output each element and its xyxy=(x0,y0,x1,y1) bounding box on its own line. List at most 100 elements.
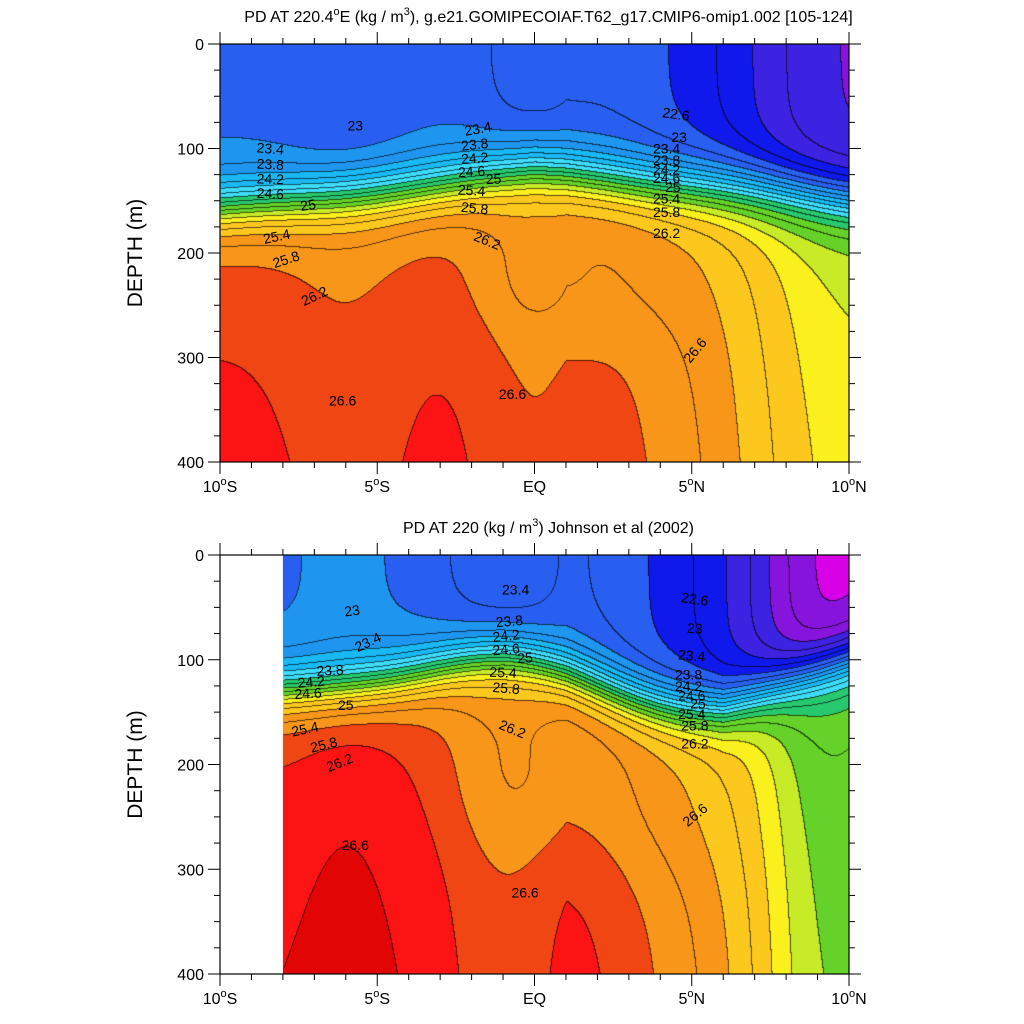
chart-title: PD AT 220.4oE (kg / m3), g.e21.GOMIPECOI… xyxy=(244,6,852,26)
contour-label: 23.4 xyxy=(463,118,493,139)
contour-label: 24.6 xyxy=(653,170,680,186)
contour-label: 25.8 xyxy=(309,733,340,755)
contour-label: 25.8 xyxy=(653,204,680,220)
x-tick-label: 10oN xyxy=(831,988,866,1008)
contour-label: 26.2 xyxy=(653,225,680,241)
degree-symbol: o xyxy=(687,988,693,1000)
x-tick-label: 5oN xyxy=(678,988,705,1008)
contour-label: 25.4 xyxy=(457,181,486,199)
contour-label: 25.4 xyxy=(489,664,517,681)
contour-label: 25 xyxy=(299,196,317,214)
x-tick-hemisphere: N xyxy=(855,479,867,496)
x-tick-hemisphere: N xyxy=(855,991,867,1008)
contour-label: 25.4 xyxy=(678,706,705,722)
y-axis-title: DEPTH (m) xyxy=(124,199,147,308)
contour-label: 25 xyxy=(338,697,354,713)
contour-label: 23.8 xyxy=(495,612,524,630)
y-tick-label: 100 xyxy=(177,142,204,159)
x-tick-label: 5oS xyxy=(364,476,390,496)
x-tick-number: 10 xyxy=(203,479,221,496)
x-tick-number: 5 xyxy=(678,479,687,496)
y-tick-label: 300 xyxy=(177,862,204,879)
y-tick-label: 200 xyxy=(177,758,204,775)
x-tick-number: 5 xyxy=(364,991,373,1008)
contour-label: 23 xyxy=(343,601,361,619)
contour-label: 24.2 xyxy=(461,149,490,167)
contour-label: 26.2 xyxy=(681,736,708,752)
x-tick-label: 10oS xyxy=(203,988,238,1008)
title-degree: o xyxy=(334,6,340,18)
contour-label: 24.2 xyxy=(256,170,284,187)
x-tick-hemisphere: S xyxy=(227,479,238,496)
x-tick-number: 5 xyxy=(364,479,373,496)
contour-label: 23.8 xyxy=(460,135,489,154)
degree-symbol: o xyxy=(221,988,227,1000)
chart-panel-bottom: 2323.423.824.224.62525.425.826.226.623.4… xyxy=(124,517,867,1008)
contour-label: 22.6 xyxy=(661,104,690,124)
contour-label: 23.8 xyxy=(675,666,702,682)
contour-label: 25.4 xyxy=(290,718,320,739)
contour-label: 23.4 xyxy=(256,139,285,157)
x-tick-hemisphere: N xyxy=(693,479,705,496)
contour-label: 23.4 xyxy=(677,646,706,664)
x-tick-number: 5 xyxy=(678,991,687,1008)
contour-label: 23.4 xyxy=(653,141,680,157)
contour-label: 25.4 xyxy=(653,191,680,207)
x-tick-number: 10 xyxy=(831,991,849,1008)
x-tick-hemisphere: S xyxy=(379,479,390,496)
contour-label: 23.8 xyxy=(256,155,284,172)
degree-symbol: o xyxy=(221,476,227,488)
y-tick-label: 0 xyxy=(195,548,204,565)
contour-label: 26.6 xyxy=(342,837,369,853)
degree-symbol: o xyxy=(849,988,855,1000)
y-tick-label: 100 xyxy=(177,653,204,670)
contour-label: 25.8 xyxy=(460,199,489,218)
x-tick-label: 5oS xyxy=(364,988,390,1008)
contour-label: 25.8 xyxy=(492,679,521,697)
degree-symbol: o xyxy=(849,476,855,488)
degree-symbol: o xyxy=(373,476,379,488)
x-tick-label: 5oN xyxy=(678,476,705,496)
x-tick-hemisphere: N xyxy=(693,991,705,1008)
y-tick-label: 300 xyxy=(177,351,204,368)
title-part: ), g.e21.GOMIPECOIAF.T62_g17.CMIP6-omip1… xyxy=(410,9,853,26)
contour-label: 23.4 xyxy=(502,582,529,598)
contour-label: 25 xyxy=(486,171,502,188)
title-superscript: 3 xyxy=(532,517,538,529)
y-axis-title: DEPTH (m) xyxy=(124,710,147,819)
contour-label: 25.4 xyxy=(262,226,292,247)
x-tick-number: EQ xyxy=(523,991,546,1008)
x-tick-label: EQ xyxy=(523,479,546,496)
contour-label: 24.6 xyxy=(256,185,284,202)
x-tick-label: 10oS xyxy=(203,476,238,496)
chart-panel-top: 2323.423.824.224.62525.425.826.226.623.4… xyxy=(124,6,867,496)
x-tick-label: EQ xyxy=(523,991,546,1008)
contour-label: 25 xyxy=(665,179,681,195)
title-part: PD AT 220.4 xyxy=(244,9,333,26)
degree-symbol: o xyxy=(373,988,379,1000)
x-tick-label: 10oN xyxy=(831,476,866,496)
contour-label: 24.2 xyxy=(653,161,680,177)
x-tick-hemisphere: S xyxy=(227,991,238,1008)
contour-label: 24.6 xyxy=(294,685,322,702)
contour-label: 24.2 xyxy=(297,673,326,691)
title-part: PD AT 220 (kg / m xyxy=(403,520,532,537)
contour-label: 24.2 xyxy=(675,678,702,694)
density-field-bottom xyxy=(282,555,849,974)
y-tick-label: 200 xyxy=(177,246,204,263)
degree-symbol: o xyxy=(687,476,693,488)
x-tick-hemisphere: S xyxy=(379,991,390,1008)
contour-label: 24.6 xyxy=(678,687,705,703)
contour-label: 23 xyxy=(671,129,687,145)
contour-label: 25.8 xyxy=(681,718,708,734)
y-tick-label: 400 xyxy=(177,967,204,984)
title-superscript: 3 xyxy=(404,6,410,18)
contour-label: 23.8 xyxy=(316,662,344,679)
contour-label: 24.6 xyxy=(492,640,521,658)
x-tick-number: EQ xyxy=(523,479,546,496)
contour-label: 26.6 xyxy=(499,386,526,402)
contour-label: 26.6 xyxy=(511,884,538,900)
y-tick-label: 400 xyxy=(177,455,204,472)
contour-label: 25 xyxy=(517,649,534,666)
